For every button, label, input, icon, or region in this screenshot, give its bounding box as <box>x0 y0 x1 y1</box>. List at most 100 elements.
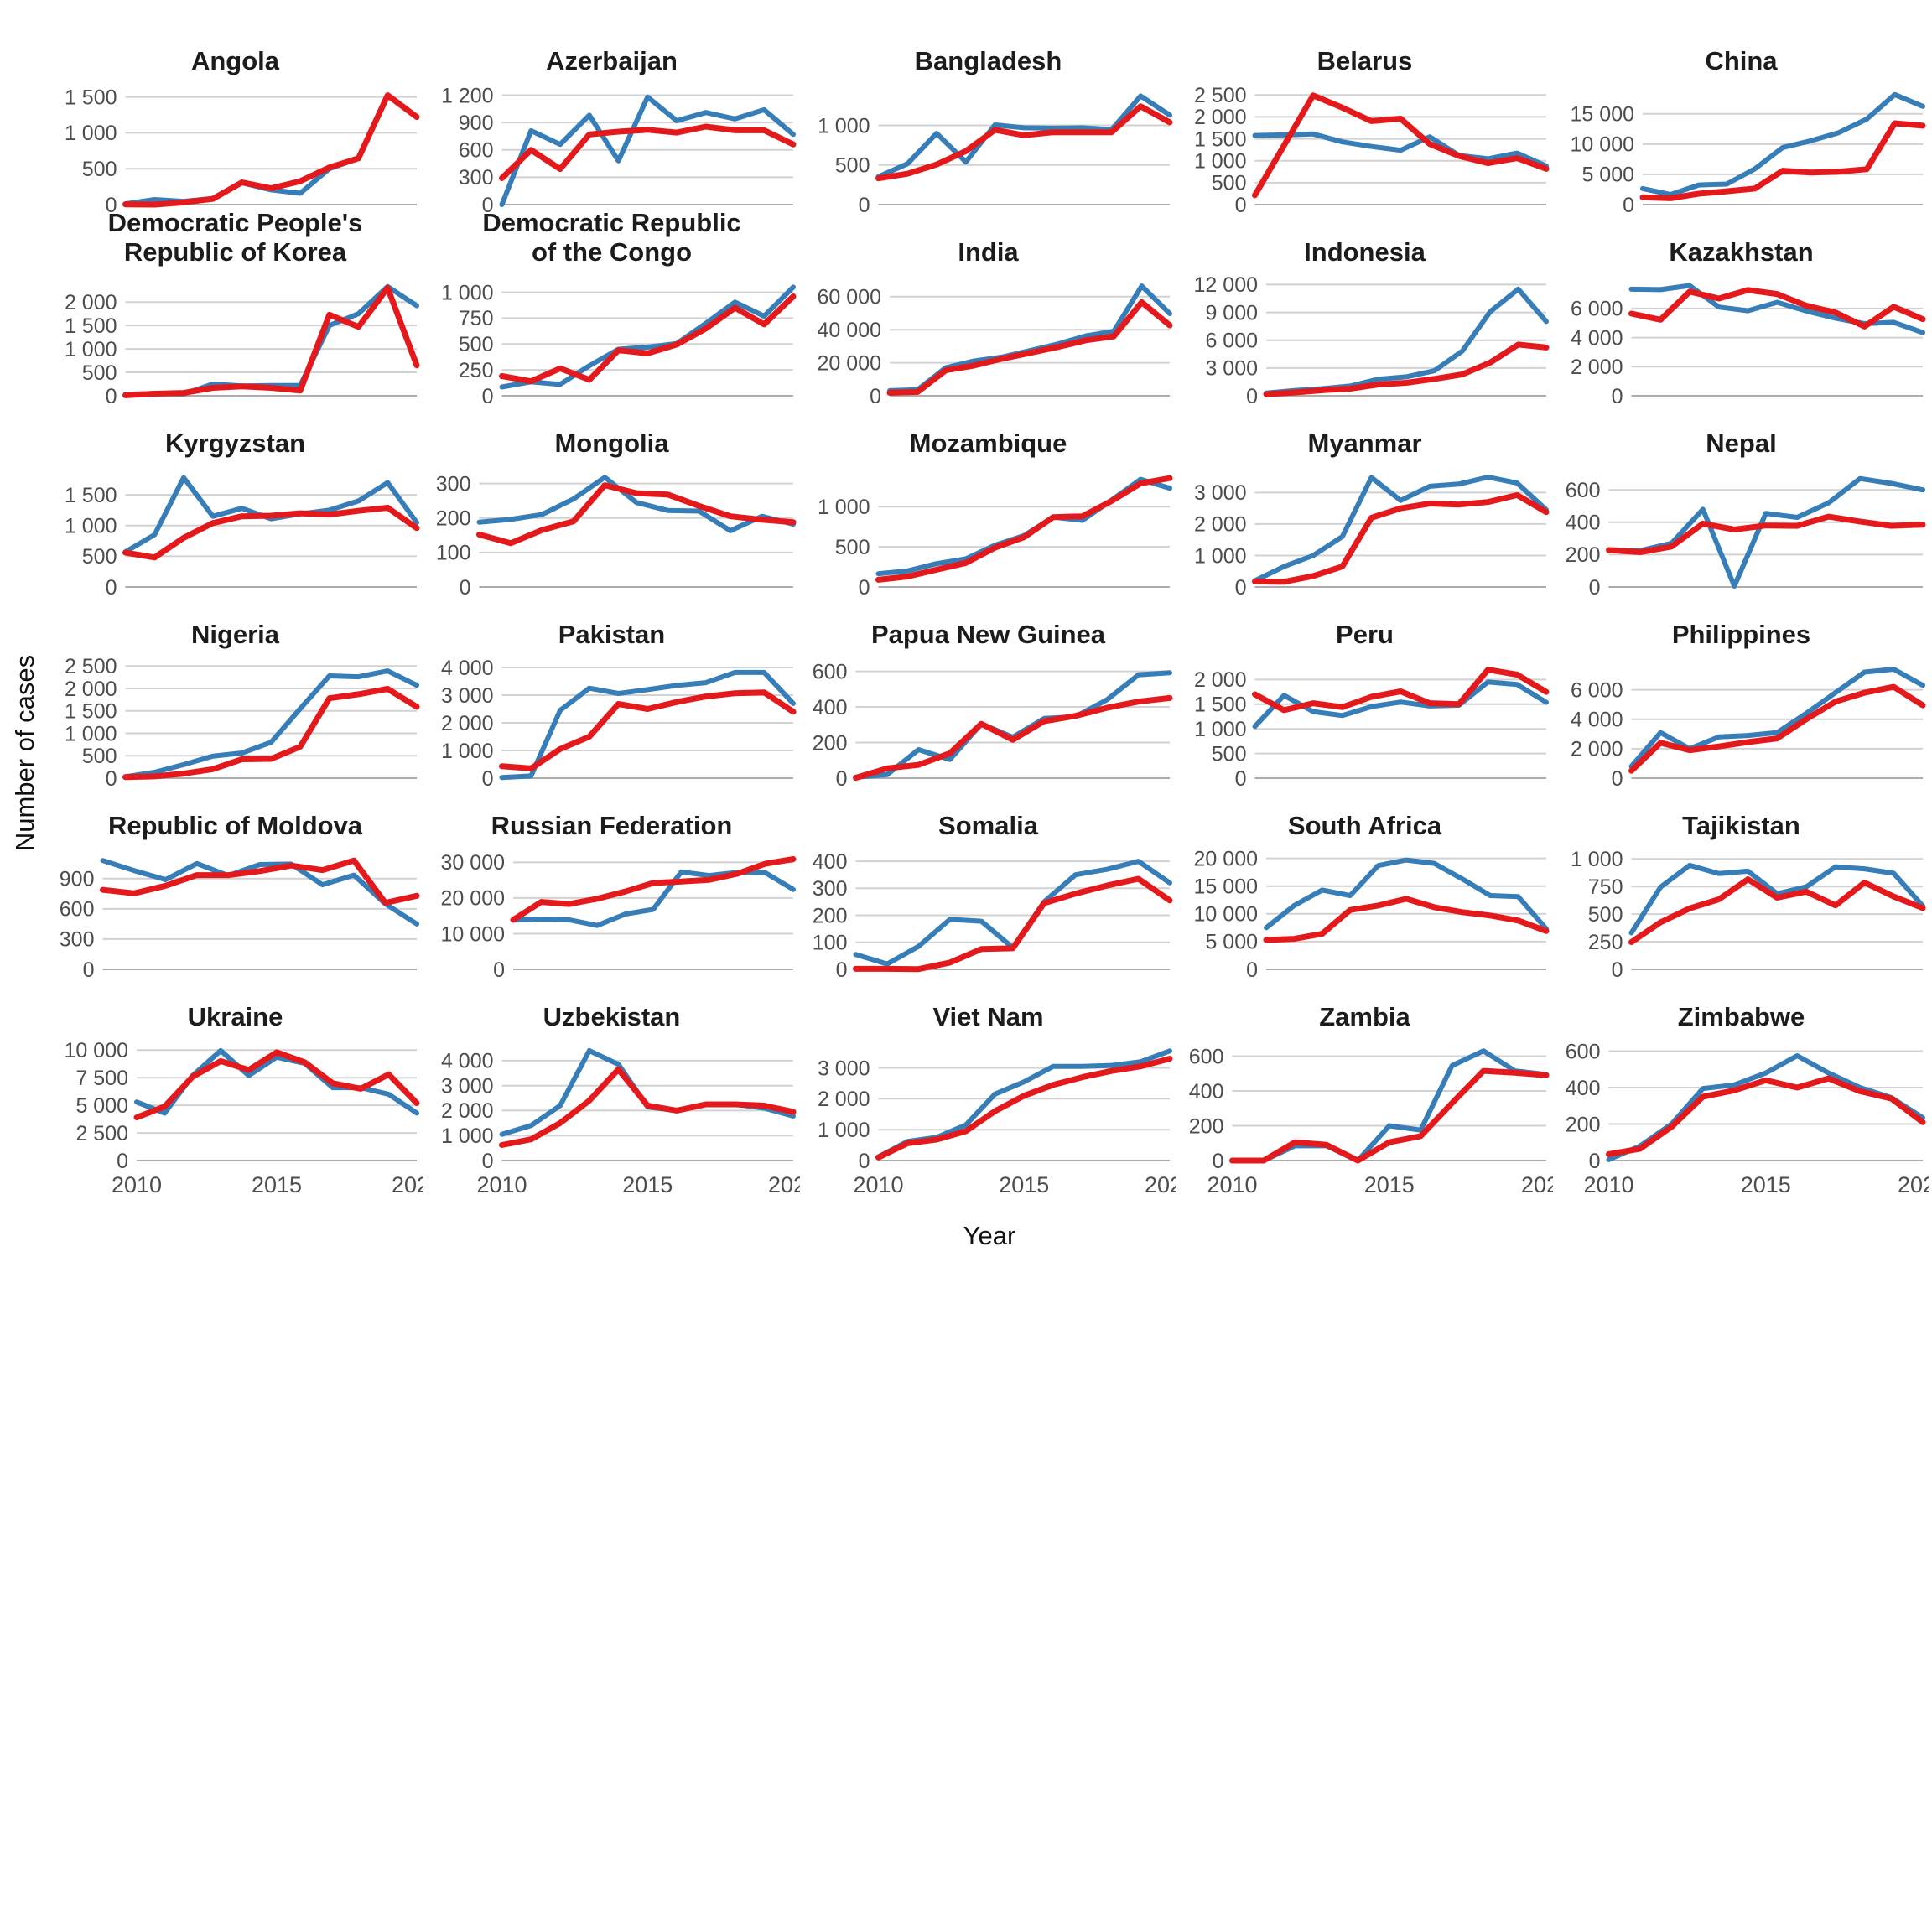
panel-viet-nam: Viet Nam 0 1 000 2 000 3 000 2010 2015 2020 <box>800 978 1176 1208</box>
y-tick-label: 1 000 <box>818 1119 870 1142</box>
y-tick-label: 750 <box>1588 875 1623 899</box>
panel-title: Mozambique <box>909 428 1067 458</box>
y-tick-label: 20 000 <box>818 351 881 375</box>
y-tick-label: 0 <box>1589 576 1601 595</box>
x-tick-label: 2010 <box>1583 1172 1633 1197</box>
y-tick-label: 500 <box>82 158 117 181</box>
y-tick-label: 250 <box>1588 931 1623 954</box>
series-red <box>122 686 420 781</box>
panel-title: Kazakhstan <box>1669 237 1814 267</box>
y-tick-label: 200 <box>436 506 471 530</box>
plot-indonesia: 0 3 000 6 000 9 000 12 000 <box>1194 273 1550 404</box>
y-tick-label: 400 <box>1189 1080 1224 1104</box>
panel-title: Azerbaijan <box>546 46 678 75</box>
series-blue <box>1264 857 1549 932</box>
plot-india: 0 20 000 40 000 60 000 <box>818 283 1173 404</box>
panel-title: Papua New Guinea <box>870 620 1106 649</box>
panel-democratic-people-s-republic-of-korea: Democratic People's Republic of Korea 0 50… <box>47 208 423 404</box>
panel-title: Mongolia <box>554 428 669 458</box>
series-red <box>875 103 1173 182</box>
y-tick-label: 0 <box>1235 576 1247 595</box>
y-tick-label: 0 <box>859 576 870 595</box>
y-tick-label: 7 500 <box>75 1067 128 1090</box>
y-tick-label: 0 <box>870 385 881 404</box>
panel-india: India 0 20 000 40 000 60 000 <box>800 213 1176 404</box>
y-tick-label: 2 000 <box>1571 356 1623 379</box>
series-red <box>1252 491 1550 585</box>
series-red <box>122 505 420 561</box>
y-tick-label: 600 <box>1566 1040 1601 1063</box>
y-tick-label: 0 <box>859 1150 870 1173</box>
y-tick-label: 600 <box>1566 479 1601 502</box>
y-tick-label: 1 200 <box>441 84 494 107</box>
panel-pakistan: Pakistan 0 1 000 2 000 3 000 4 000 <box>423 595 800 787</box>
series-blue <box>1640 91 1925 197</box>
series-blue <box>887 283 1172 393</box>
x-tick-label: 2010 <box>853 1172 903 1197</box>
y-tick-label: 900 <box>459 112 494 135</box>
y-tick-label: 400 <box>1566 512 1601 535</box>
y-tick-label: 4 000 <box>441 1050 494 1073</box>
y-tick-label: 0 <box>1612 385 1623 404</box>
y-tick-label: 0 <box>493 958 505 978</box>
panel-title: Zambia <box>1319 1002 1410 1031</box>
panel-title: India <box>958 237 1019 267</box>
panel-zambia: Zambia 0 200 400 600 2010 2015 2020 <box>1176 978 1553 1208</box>
plot-papua-new-guinea: 0 200 400 600 <box>813 660 1173 787</box>
y-tick-label: 20 000 <box>441 887 505 911</box>
panel-somalia: Somalia 0 100 200 300 400 <box>800 787 1176 978</box>
y-tick-label: 500 <box>1588 903 1623 927</box>
y-tick-label: 40 000 <box>818 319 881 342</box>
y-tick-label: 500 <box>835 154 870 178</box>
series-red <box>133 1049 420 1121</box>
series-red <box>1628 683 1926 774</box>
y-tick-label: 100 <box>813 932 848 955</box>
panel-title: Myanmar <box>1307 428 1422 458</box>
panel-belarus: Belarus 0 500 1 000 1 500 2 000 2 500 <box>1176 22 1553 213</box>
panel-republic-of-moldova: Republic of Moldova 0 300 600 900 <box>47 787 423 978</box>
y-tick-label: 1 500 <box>65 484 117 507</box>
series-blue <box>1606 1053 1925 1162</box>
y-tick-label: 30 000 <box>441 851 505 875</box>
y-tick-label: 3 000 <box>1205 357 1258 381</box>
x-tick-label: 2015 <box>999 1172 1049 1197</box>
panel-zimbabwe: Zimbabwe 0 200 400 600 2010 2015 2020 <box>1553 978 1929 1208</box>
y-tick-label: 2 000 <box>1194 668 1247 692</box>
y-tick-label: 0 <box>1235 194 1247 213</box>
panel-title: Somalia <box>938 811 1038 840</box>
panel-title: Viet Nam <box>932 1002 1044 1031</box>
plot-mongolia: 0 100 200 300 <box>436 472 797 595</box>
x-tick-label: 2015 <box>1741 1172 1791 1197</box>
panel-south-africa: South Africa 0 5 000 10 000 15 000 20 000 <box>1176 787 1553 978</box>
series-red <box>1263 896 1550 943</box>
x-tick-label: 2020 <box>1521 1172 1553 1197</box>
y-tick-label: 1 000 <box>1194 718 1247 741</box>
y-tick-label: 100 <box>436 542 471 565</box>
panel-title: China <box>1705 46 1778 75</box>
y-tick-label: 300 <box>459 166 494 190</box>
y-tick-label: 1 500 <box>1194 127 1247 151</box>
y-tick-label: 3 000 <box>818 1057 870 1080</box>
series-red <box>886 299 1173 396</box>
y-tick-label: 900 <box>60 868 95 891</box>
y-tick-label: 0 <box>117 1150 128 1173</box>
panel-title: Nigeria <box>190 620 280 649</box>
y-axis-title: Number of cases <box>10 654 39 852</box>
y-tick-label: 0 <box>482 1150 494 1173</box>
plot-south-africa: 0 5 000 10 000 15 000 20 000 <box>1194 847 1550 978</box>
y-tick-label: 2 000 <box>65 291 117 314</box>
plot-china: 0 5 000 10 000 15 000 <box>1571 91 1926 213</box>
panel-mozambique: Mozambique 0 500 1 000 <box>800 404 1176 595</box>
plot-angola: 0 500 1 000 1 500 <box>65 86 420 213</box>
series-blue <box>875 93 1172 179</box>
y-tick-label: 0 <box>1246 958 1258 978</box>
series-blue <box>499 1048 796 1137</box>
series-red <box>499 1066 797 1148</box>
x-tick-label: 2010 <box>476 1172 527 1197</box>
y-tick-label: 2 500 <box>1194 84 1247 107</box>
panel-title: Angola <box>190 46 280 75</box>
series-blue <box>476 475 796 533</box>
panel-title: Democratic People's Republic of Korea <box>107 208 363 267</box>
